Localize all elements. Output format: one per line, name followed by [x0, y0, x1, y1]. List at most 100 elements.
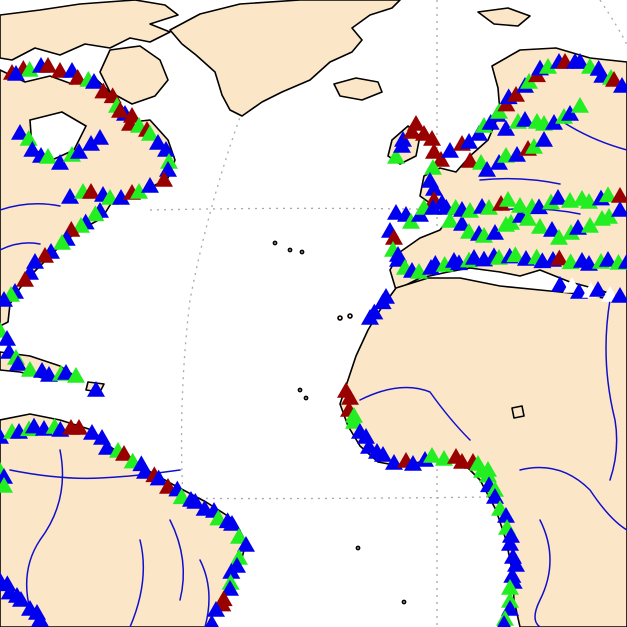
- river-na-1: [0, 203, 61, 211]
- station-marker: [531, 218, 549, 234]
- station-marker: [502, 214, 520, 230]
- station-marker: [186, 493, 205, 509]
- station-marker: [230, 528, 248, 544]
- station-marker: [497, 120, 515, 136]
- river-niger: [359, 386, 471, 441]
- island-9: [401, 599, 407, 605]
- station-marker: [481, 114, 500, 130]
- station-marker: [410, 263, 428, 279]
- station-marker: [345, 413, 363, 429]
- station-marker: [618, 253, 627, 269]
- island-6: [297, 387, 303, 393]
- station-marker: [543, 221, 561, 237]
- station-marker: [389, 251, 407, 267]
- station-marker: [461, 202, 479, 218]
- river-congo: [519, 466, 627, 531]
- station-marker: [581, 217, 599, 233]
- station-marker: [157, 141, 175, 157]
- station-marker: [36, 247, 54, 263]
- station-marker: [535, 131, 553, 147]
- river-nile: [605, 299, 618, 481]
- canadian-arctic-islands: [0, 0, 179, 61]
- station-marker: [19, 130, 38, 146]
- station-marker: [497, 615, 511, 627]
- station-marker: [207, 601, 225, 617]
- station-marker: [230, 549, 248, 565]
- island-10: [511, 405, 525, 419]
- station-marker: [141, 125, 159, 141]
- station-marker: [511, 197, 529, 213]
- station-marker: [357, 428, 375, 444]
- station-marker: [72, 217, 90, 233]
- station-marker: [67, 367, 85, 383]
- station-marker: [516, 111, 534, 127]
- station-marker: [25, 417, 43, 434]
- river-na-2: [0, 242, 41, 251]
- station-marker: [0, 330, 16, 346]
- station-marker: [551, 276, 569, 292]
- station-marker: [20, 61, 39, 77]
- station-marker: [387, 148, 405, 164]
- station-marker: [111, 102, 129, 118]
- station-marker: [589, 281, 607, 297]
- station-marker: [361, 309, 379, 325]
- station-marker: [507, 86, 525, 102]
- station-marker: [57, 364, 75, 380]
- station-marker: [453, 215, 471, 231]
- island-3: [299, 249, 305, 255]
- station-marker: [550, 249, 569, 266]
- station-marker: [341, 389, 359, 405]
- station-marker: [432, 151, 450, 167]
- island-4: [337, 315, 343, 321]
- island-7: [303, 395, 309, 401]
- station-marker: [7, 65, 25, 81]
- station-marker: [425, 180, 443, 196]
- station-marker: [549, 189, 567, 205]
- station-marker: [501, 592, 519, 608]
- station-marker: [497, 507, 515, 523]
- station-marker: [545, 114, 563, 130]
- station-marker: [115, 445, 133, 461]
- station-marker: [40, 366, 58, 382]
- station-marker: [416, 451, 434, 467]
- station-marker: [435, 256, 454, 272]
- island-5: [347, 313, 353, 319]
- station-marker: [223, 515, 241, 531]
- station-marker: [403, 123, 421, 139]
- station-marker: [82, 135, 100, 151]
- station-marker: [374, 446, 392, 462]
- station-marker: [130, 183, 148, 199]
- station-marker: [123, 107, 141, 123]
- station-marker: [605, 71, 623, 87]
- iceland: [333, 77, 383, 101]
- station-marker: [86, 205, 105, 222]
- station-marker: [205, 615, 219, 627]
- station-marker: [23, 141, 42, 157]
- station-marker: [571, 53, 589, 69]
- station-marker: [550, 229, 568, 245]
- station-marker: [21, 361, 39, 377]
- station-marker: [149, 469, 168, 486]
- station-marker: [425, 143, 443, 159]
- station-marker: [373, 293, 392, 310]
- station-marker: [539, 58, 557, 74]
- station-marker: [9, 355, 27, 371]
- river-sa-5: [199, 559, 210, 627]
- station-marker: [599, 251, 617, 267]
- station-marker: [141, 177, 159, 193]
- island-1: [272, 240, 278, 246]
- station-marker: [149, 134, 167, 150]
- station-marker: [611, 201, 627, 217]
- station-marker: [441, 212, 459, 228]
- river-sa-2: [25, 449, 64, 611]
- station-marker: [508, 146, 526, 162]
- island-8: [355, 545, 361, 551]
- station-marker: [160, 153, 178, 169]
- station-marker: [82, 183, 100, 199]
- station-marker: [479, 466, 497, 483]
- greenland: [169, 0, 401, 117]
- station-marker: [402, 213, 420, 229]
- station-marker: [98, 439, 116, 455]
- river-africa-3: [534, 519, 551, 627]
- station-marker: [470, 125, 488, 141]
